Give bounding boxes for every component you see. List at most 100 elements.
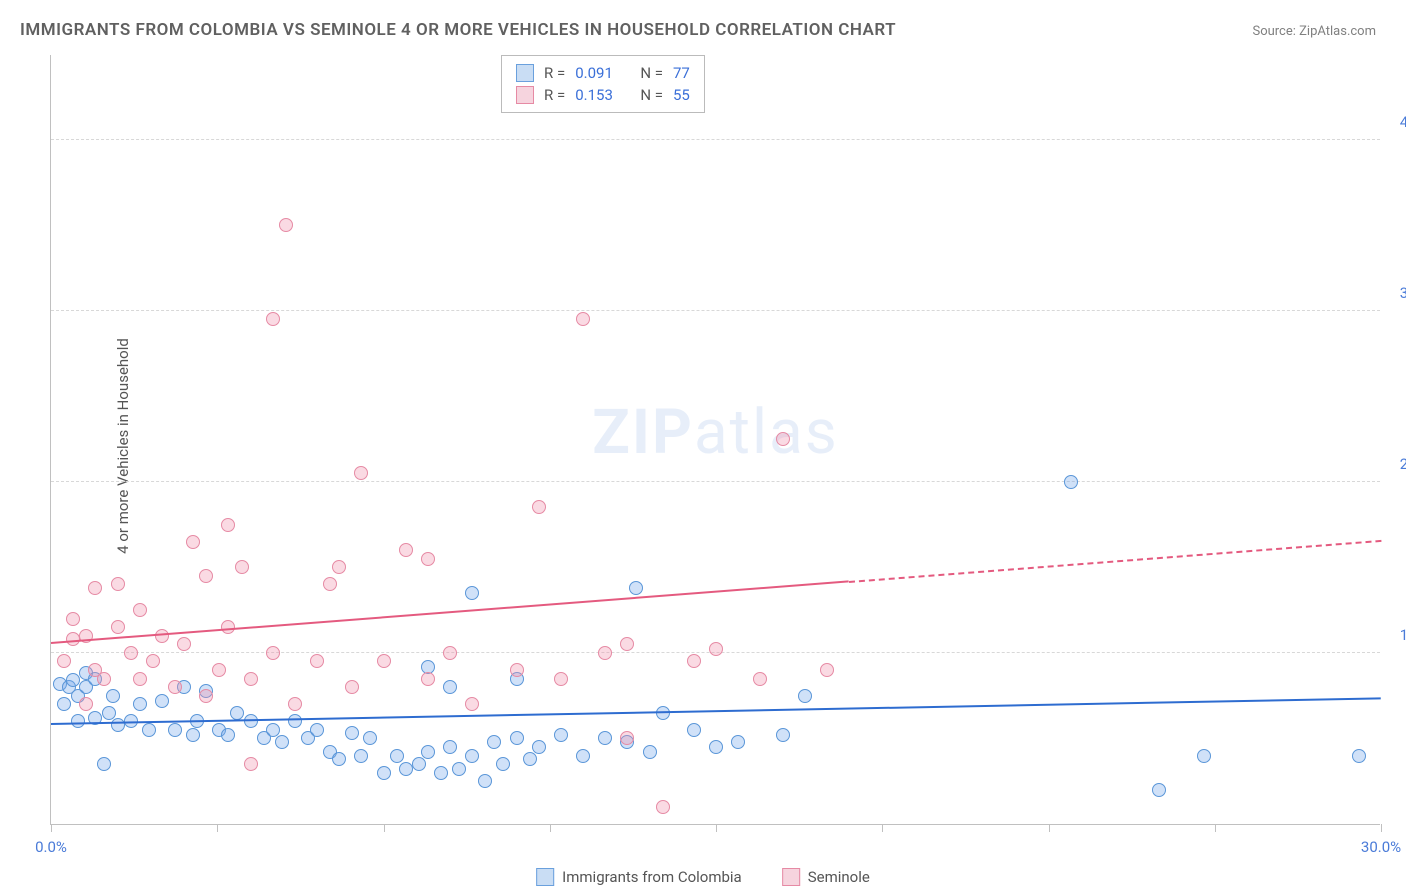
scatter-point: [554, 672, 568, 686]
swatch-a: [516, 64, 534, 82]
scatter-point: [186, 728, 200, 742]
y-tick-label: 10.0%: [1385, 626, 1406, 644]
scatter-point: [643, 745, 657, 759]
scatter-point: [532, 740, 546, 754]
scatter-point: [345, 726, 359, 740]
x-tick: [51, 824, 52, 832]
scatter-point: [709, 642, 723, 656]
x-tick: [882, 824, 883, 832]
stats-row-b: R = 0.153 N = 55: [516, 84, 690, 106]
scatter-point: [709, 740, 723, 754]
trendline-extrapolated: [849, 540, 1381, 583]
scatter-point: [496, 757, 510, 771]
scatter-point: [377, 654, 391, 668]
chart-container: ZIPatlas R = 0.091 N = 77 R = 0.153 N = …: [50, 55, 1380, 825]
scatter-point: [421, 745, 435, 759]
scatter-point: [465, 586, 479, 600]
trendline: [51, 697, 1381, 725]
scatter-point: [576, 749, 590, 763]
scatter-point: [57, 654, 71, 668]
scatter-point: [687, 723, 701, 737]
plot-area: ZIPatlas R = 0.091 N = 77 R = 0.153 N = …: [50, 55, 1380, 825]
trendline: [51, 581, 849, 645]
scatter-point: [186, 535, 200, 549]
source-attribution: Source: ZipAtlas.com: [1252, 24, 1376, 39]
stats-row-a: R = 0.091 N = 77: [516, 62, 690, 84]
x-tick: [550, 824, 551, 832]
scatter-point: [244, 757, 258, 771]
legend-label-a: Immigrants from Colombia: [562, 868, 742, 886]
scatter-point: [399, 543, 413, 557]
x-tick-label: 30.0%: [1361, 838, 1401, 856]
scatter-point: [310, 723, 324, 737]
scatter-point: [1152, 783, 1166, 797]
scatter-point: [554, 728, 568, 742]
scatter-point: [133, 603, 147, 617]
x-tick: [1215, 824, 1216, 832]
scatter-point: [79, 697, 93, 711]
x-tick: [384, 824, 385, 832]
scatter-point: [244, 714, 258, 728]
scatter-point: [510, 663, 524, 677]
scatter-point: [88, 581, 102, 595]
scatter-point: [199, 569, 213, 583]
gridline: [51, 139, 1380, 140]
scatter-point: [421, 672, 435, 686]
scatter-point: [412, 757, 426, 771]
legend-item-a: Immigrants from Colombia: [536, 868, 742, 886]
scatter-point: [363, 731, 377, 745]
scatter-point: [776, 728, 790, 742]
gridline: [51, 310, 1380, 311]
scatter-point: [124, 646, 138, 660]
scatter-point: [532, 500, 546, 514]
scatter-point: [523, 752, 537, 766]
scatter-point: [111, 577, 125, 591]
scatter-point: [199, 689, 213, 703]
scatter-point: [71, 714, 85, 728]
scatter-point: [1197, 749, 1211, 763]
scatter-point: [377, 766, 391, 780]
scatter-point: [487, 735, 501, 749]
scatter-point: [177, 637, 191, 651]
legend-swatch-a: [536, 868, 554, 886]
scatter-point: [421, 552, 435, 566]
scatter-point: [332, 560, 346, 574]
scatter-point: [111, 718, 125, 732]
scatter-point: [288, 714, 302, 728]
scatter-point: [354, 466, 368, 480]
scatter-point: [97, 672, 111, 686]
scatter-point: [1064, 475, 1078, 489]
chart-title: IMMIGRANTS FROM COLOMBIA VS SEMINOLE 4 O…: [20, 20, 896, 40]
scatter-point: [399, 762, 413, 776]
scatter-point: [620, 637, 634, 651]
scatter-point: [279, 218, 293, 232]
scatter-point: [620, 731, 634, 745]
scatter-point: [731, 735, 745, 749]
scatter-point: [323, 577, 337, 591]
scatter-point: [687, 654, 701, 668]
stats-legend: R = 0.091 N = 77 R = 0.153 N = 55: [501, 55, 705, 113]
scatter-point: [230, 706, 244, 720]
scatter-point: [510, 731, 524, 745]
legend-item-b: Seminole: [782, 868, 870, 886]
scatter-point: [168, 680, 182, 694]
y-tick-label: 20.0%: [1385, 455, 1406, 473]
scatter-point: [656, 800, 670, 814]
scatter-point: [598, 731, 612, 745]
scatter-point: [106, 689, 120, 703]
scatter-point: [1352, 749, 1366, 763]
swatch-b: [516, 86, 534, 104]
scatter-point: [776, 432, 790, 446]
scatter-point: [465, 697, 479, 711]
scatter-point: [310, 654, 324, 668]
scatter-point: [820, 663, 834, 677]
scatter-point: [443, 680, 457, 694]
watermark: ZIPatlas: [592, 396, 839, 469]
scatter-point: [452, 762, 466, 776]
scatter-point: [221, 518, 235, 532]
scatter-point: [111, 620, 125, 634]
scatter-point: [66, 673, 80, 687]
scatter-point: [629, 581, 643, 595]
scatter-point: [798, 689, 812, 703]
scatter-point: [266, 312, 280, 326]
